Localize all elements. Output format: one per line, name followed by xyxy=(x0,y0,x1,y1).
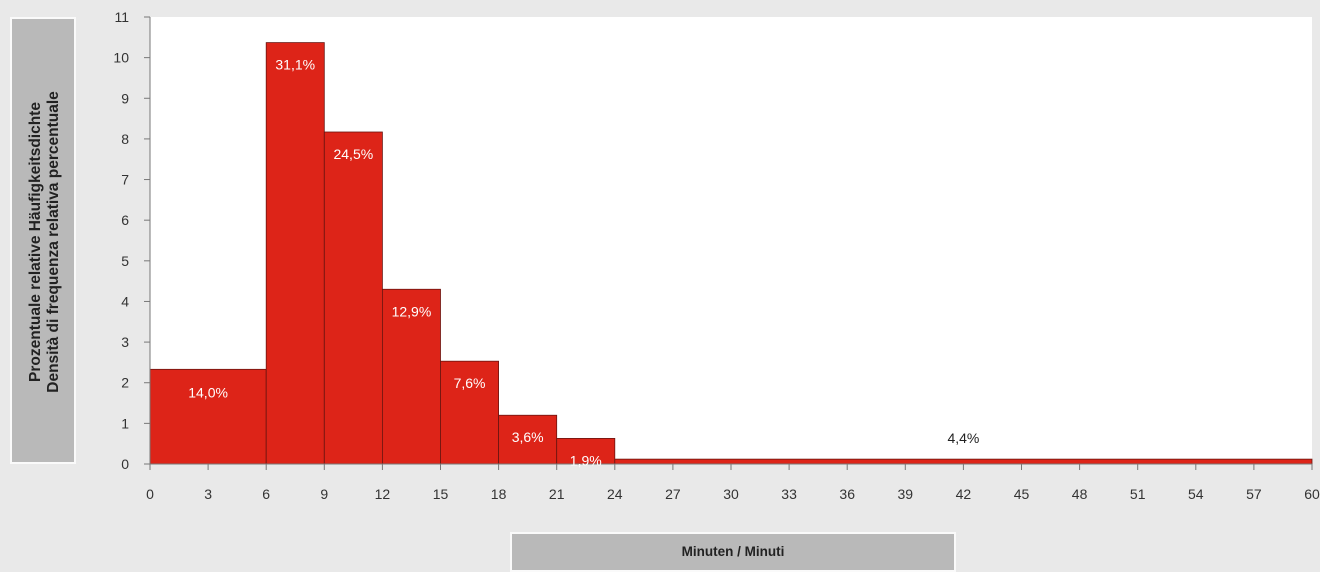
y-tick-label: 7 xyxy=(121,172,129,188)
histogram-bar xyxy=(149,368,267,465)
y-tick-label: 0 xyxy=(121,456,129,472)
y-tick-label: 1 xyxy=(121,415,129,431)
x-tick-label: 45 xyxy=(1014,486,1030,502)
y-tick-label: 11 xyxy=(114,9,129,25)
bars-layer xyxy=(149,42,1313,465)
data-label: 4,4% xyxy=(947,430,979,446)
x-tick-label: 0 xyxy=(146,486,154,502)
x-tick-label: 12 xyxy=(375,486,391,502)
x-tick-label: 30 xyxy=(723,486,739,502)
data-label: 3,6% xyxy=(512,429,544,445)
x-tick-label: 60 xyxy=(1304,486,1320,502)
y-axis-title-box: Prozentuale relative Häufigkeitsdichte D… xyxy=(10,17,76,464)
x-tick-label: 15 xyxy=(433,486,449,502)
x-axis-title: Minuten / Minuti xyxy=(681,544,785,559)
y-tick-label: 9 xyxy=(121,90,129,106)
data-label: 12,9% xyxy=(392,303,432,319)
histogram-bar xyxy=(323,131,383,465)
y-tick-label: 5 xyxy=(121,253,129,269)
x-tick-label: 24 xyxy=(607,486,623,502)
data-label: 14,0% xyxy=(188,384,228,400)
x-tick-label: 27 xyxy=(665,486,681,502)
data-label: 31,1% xyxy=(275,57,315,73)
y-tick-label: 4 xyxy=(121,293,129,309)
y-tick-label: 10 xyxy=(113,50,129,66)
x-tick-label: 21 xyxy=(549,486,565,502)
y-tick-label: 2 xyxy=(121,375,129,391)
x-tick-label: 33 xyxy=(781,486,797,502)
x-tick-label: 51 xyxy=(1130,486,1146,502)
x-axis-title-box: Minuten / Minuti xyxy=(510,532,956,572)
histogram-bar xyxy=(556,437,616,465)
histogram-bar xyxy=(498,414,558,465)
x-tick-label: 57 xyxy=(1246,486,1262,502)
x-tick-label: 3 xyxy=(204,486,212,502)
x-tick-label: 9 xyxy=(320,486,328,502)
x-tick-label: 54 xyxy=(1188,486,1204,502)
y-tick-label: 3 xyxy=(121,334,129,350)
y-tick-label: 8 xyxy=(121,131,129,147)
data-label: 24,5% xyxy=(333,146,373,162)
x-tick-label: 39 xyxy=(898,486,914,502)
data-label: 1,9% xyxy=(570,452,602,468)
x-tick-label: 6 xyxy=(262,486,270,502)
x-tick-label: 18 xyxy=(491,486,507,502)
histogram-bar xyxy=(614,458,1313,465)
data-label: 7,6% xyxy=(454,375,486,391)
x-tick-label: 42 xyxy=(956,486,972,502)
x-tick-label: 48 xyxy=(1072,486,1088,502)
x-tick-label: 36 xyxy=(839,486,855,502)
y-tick-label: 6 xyxy=(121,212,129,228)
histogram-bar xyxy=(265,42,325,465)
data-labels-layer: 14,0% 31,1% 24,5% 12,9% 7,6% 3,6% 1,9% 4,4% xyxy=(188,57,979,469)
